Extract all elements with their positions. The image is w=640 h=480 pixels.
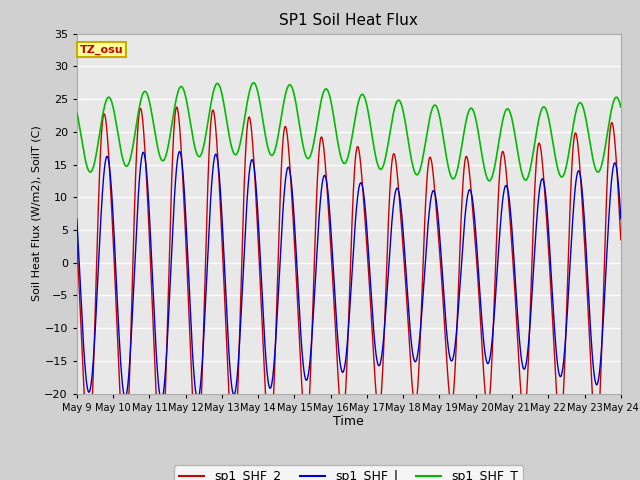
Text: TZ_osu: TZ_osu [79,44,123,55]
Legend: sp1_SHF_2, sp1_SHF_l, sp1_SHF_T: sp1_SHF_2, sp1_SHF_l, sp1_SHF_T [174,465,524,480]
Y-axis label: Soil Heat Flux (W/m2), SoilT (C): Soil Heat Flux (W/m2), SoilT (C) [31,126,42,301]
X-axis label: Time: Time [333,415,364,429]
Title: SP1 Soil Heat Flux: SP1 Soil Heat Flux [280,13,418,28]
